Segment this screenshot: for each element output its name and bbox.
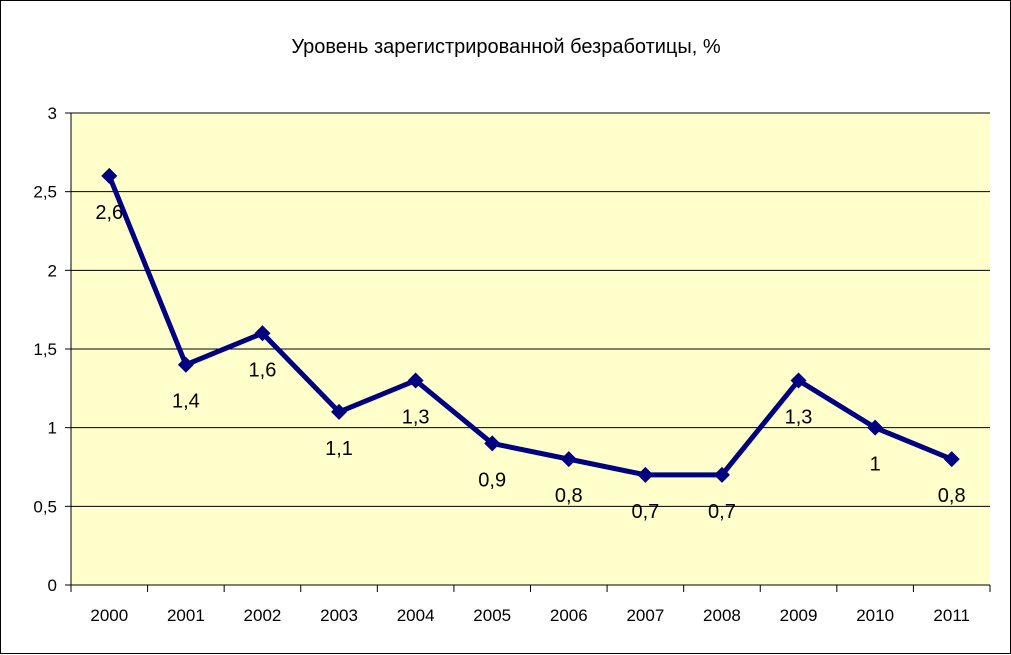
x-tick-label: 2011 <box>933 606 970 625</box>
x-tick-label: 2007 <box>626 606 664 625</box>
data-label: 2,6 <box>95 202 123 224</box>
x-tick-label: 2005 <box>473 606 511 625</box>
x-tick-label: 2006 <box>550 606 588 625</box>
data-label: 1,3 <box>785 406 813 428</box>
x-tick-label: 2010 <box>856 606 894 625</box>
x-tick-label: 2008 <box>703 606 741 625</box>
chart-title: Уровень зарегистрированной безработицы, … <box>291 36 721 58</box>
data-point <box>713 466 730 483</box>
data-point <box>790 372 807 389</box>
data-label: 1,4 <box>172 391 200 413</box>
y-tick-label: 1,5 <box>33 340 57 359</box>
x-tick-label: 2003 <box>320 606 358 625</box>
data-label: 0,8 <box>555 485 583 507</box>
y-tick-label: 0,5 <box>33 497 57 516</box>
data-label: 0,7 <box>708 501 736 523</box>
x-tick-label: 2001 <box>167 606 205 625</box>
data-point <box>331 403 348 420</box>
data-point <box>254 325 271 342</box>
data-label: 1,6 <box>249 359 277 381</box>
y-tick-label: 1 <box>48 419 57 438</box>
series-line <box>106 174 953 478</box>
data-label: 1,3 <box>402 406 430 428</box>
y-tick-label: 2 <box>48 261 57 280</box>
data-point <box>101 167 118 184</box>
data-point <box>943 451 960 468</box>
data-label: 1,1 <box>325 438 353 460</box>
data-label: 0,7 <box>631 501 659 523</box>
x-tick-label: 2004 <box>397 606 435 625</box>
data-label: 1 <box>870 454 881 476</box>
y-tick-label: 2,5 <box>33 183 57 202</box>
y-tick-label: 3 <box>48 104 57 123</box>
series: 2,6 1,4 1,6 1,1 1,3 0,9 0,8 0,7 0,7 1,3 1 0,8 <box>95 167 966 523</box>
data-point <box>407 372 424 389</box>
data-label: 0,8 <box>938 485 966 507</box>
data-point <box>560 451 577 468</box>
x-tick-label: 2002 <box>244 606 282 625</box>
y-tick-label: 0 <box>48 576 57 595</box>
data-point <box>177 356 194 373</box>
data-point <box>867 419 884 436</box>
axes: 0 0,5 1 1,5 2 2,5 3 2000 2001 2002 2003 2004 2005 200… <box>33 104 991 625</box>
data-point <box>637 466 654 483</box>
data-label: 0,9 <box>478 469 506 491</box>
x-tick-label: 2009 <box>780 606 818 625</box>
x-tick-label: 2000 <box>90 606 128 625</box>
data-point <box>484 435 501 452</box>
